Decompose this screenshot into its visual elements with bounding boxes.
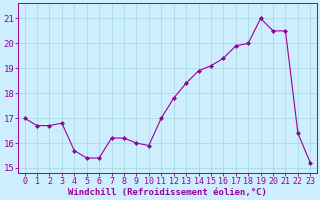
- X-axis label: Windchill (Refroidissement éolien,°C): Windchill (Refroidissement éolien,°C): [68, 188, 267, 197]
